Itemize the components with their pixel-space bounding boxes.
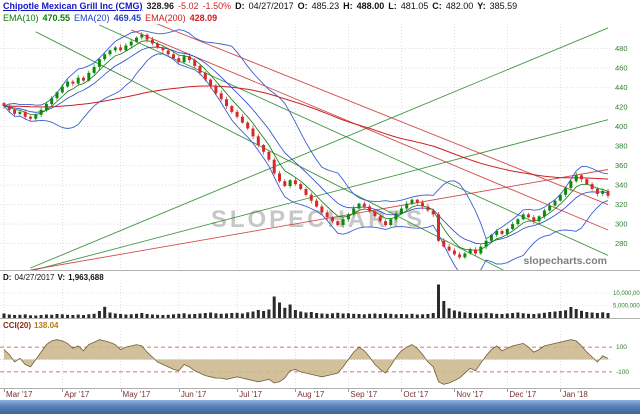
ohlc-high: 488.00	[356, 1, 385, 11]
svg-text:-100: -100	[616, 369, 629, 376]
svg-text:340: 340	[615, 181, 628, 190]
x-axis: Mar '17 Apr '17 May '17 Jun '17 Jul '17 Aug '…	[0, 388, 640, 400]
ohlc-yclose: 385.59	[489, 1, 518, 11]
svg-text:440: 440	[615, 83, 628, 92]
ohlc-l-label: L:	[388, 1, 397, 11]
x-axis-label: Oct '17	[403, 390, 429, 399]
x-axis-tick	[507, 389, 509, 392]
x-axis-tick	[401, 389, 403, 392]
ema200-label: EMA(200)	[145, 13, 186, 23]
watermark: SLOPECHARTS	[211, 206, 425, 233]
svg-text:100: 100	[616, 344, 627, 351]
x-axis-tick	[560, 389, 562, 392]
x-axis-label: Nov '17	[456, 390, 484, 399]
ohlc-c-label: C:	[432, 1, 442, 11]
volume-date: 04/27/2017	[14, 272, 55, 282]
x-axis-label: Apr '17	[64, 390, 90, 399]
chart-header-line2: EMA(10) 470.55 EMA(20) 469.45 EMA(200) 4…	[0, 12, 640, 24]
x-axis-tick	[295, 389, 297, 392]
x-axis-label: Aug '17	[297, 390, 325, 399]
ohlc-h-label: H:	[343, 1, 353, 11]
ema10-value: 470.55	[42, 13, 71, 23]
svg-text:5,000,000: 5,000,000	[613, 304, 640, 310]
svg-text:280: 280	[615, 239, 628, 248]
chart-header-line1: Chipotle Mexican Grill Inc (CMG) 328.96 …	[0, 0, 640, 12]
ema20-label: EMA(20)	[74, 13, 110, 23]
site-credit: slopecharts.com	[524, 255, 607, 267]
svg-text:420: 420	[615, 103, 628, 112]
bottom-bar	[0, 400, 640, 414]
x-axis-tick	[178, 389, 180, 392]
svg-text:360: 360	[615, 161, 628, 170]
ohlc-open: 485.23	[311, 1, 340, 11]
x-axis-tick	[348, 389, 350, 392]
last-price: 328.96	[146, 1, 175, 11]
x-axis-tick	[237, 389, 239, 392]
ohlc-o-label: O:	[297, 1, 308, 11]
x-axis-label: May '17	[122, 390, 151, 399]
ohlc-y-label: Y:	[477, 1, 486, 11]
svg-text:400: 400	[615, 122, 628, 131]
x-axis-label: Sep '17	[350, 390, 378, 399]
svg-text:460: 460	[615, 63, 628, 72]
x-axis-label: Jul '17	[239, 390, 262, 399]
volume-value: 1,963,688	[68, 272, 104, 282]
x-axis-tick	[4, 389, 5, 392]
x-axis-tick	[120, 389, 122, 392]
x-axis-tick	[62, 389, 64, 392]
ohlc-low: 481.05	[400, 1, 429, 11]
ohlc-date: 04/27/2017	[248, 1, 294, 11]
svg-text:380: 380	[615, 142, 628, 151]
x-axis-label: Jan '18	[562, 390, 588, 399]
volume-chart[interactable]: 10,000,000 5,000,000	[0, 283, 640, 318]
svg-text:10,000,000: 10,000,000	[613, 291, 640, 297]
cci-chart[interactable]: 100 -100	[0, 331, 640, 388]
ema10-label: EMA(10)	[3, 13, 39, 23]
price-chart[interactable]: SLOPECHARTS 480 460 440 420 400 380 360 340 320 30…	[0, 24, 640, 270]
ema20-value: 469.45	[113, 13, 142, 23]
cci-value: 138.04	[34, 320, 59, 330]
volume-d-label: D:	[3, 272, 12, 282]
symbol-title-link[interactable]: Chipotle Mexican Grill Inc (CMG)	[3, 1, 143, 11]
svg-text:320: 320	[615, 200, 628, 209]
cci-header: CCI(20) 138.04	[0, 318, 640, 331]
volume-v-label: V:	[57, 272, 66, 282]
ema200-value: 428.09	[189, 13, 218, 23]
x-axis-label: Jun '17	[180, 390, 207, 399]
x-axis-label: Dec '17	[509, 390, 537, 399]
price-change-pct: -1.50%	[202, 1, 232, 11]
cci-label: CCI(20)	[3, 320, 32, 330]
svg-text:300: 300	[615, 220, 628, 229]
volume-header: D: 04/27/2017 V: 1,963,688	[0, 270, 640, 283]
ohlc-d-label: D:	[235, 1, 245, 11]
ohlc-close: 482.00	[445, 1, 474, 11]
svg-text:480: 480	[615, 44, 628, 53]
x-axis-tick	[454, 389, 456, 392]
price-change: -5.02	[178, 1, 199, 11]
x-axis-label: Mar '17	[6, 390, 33, 399]
